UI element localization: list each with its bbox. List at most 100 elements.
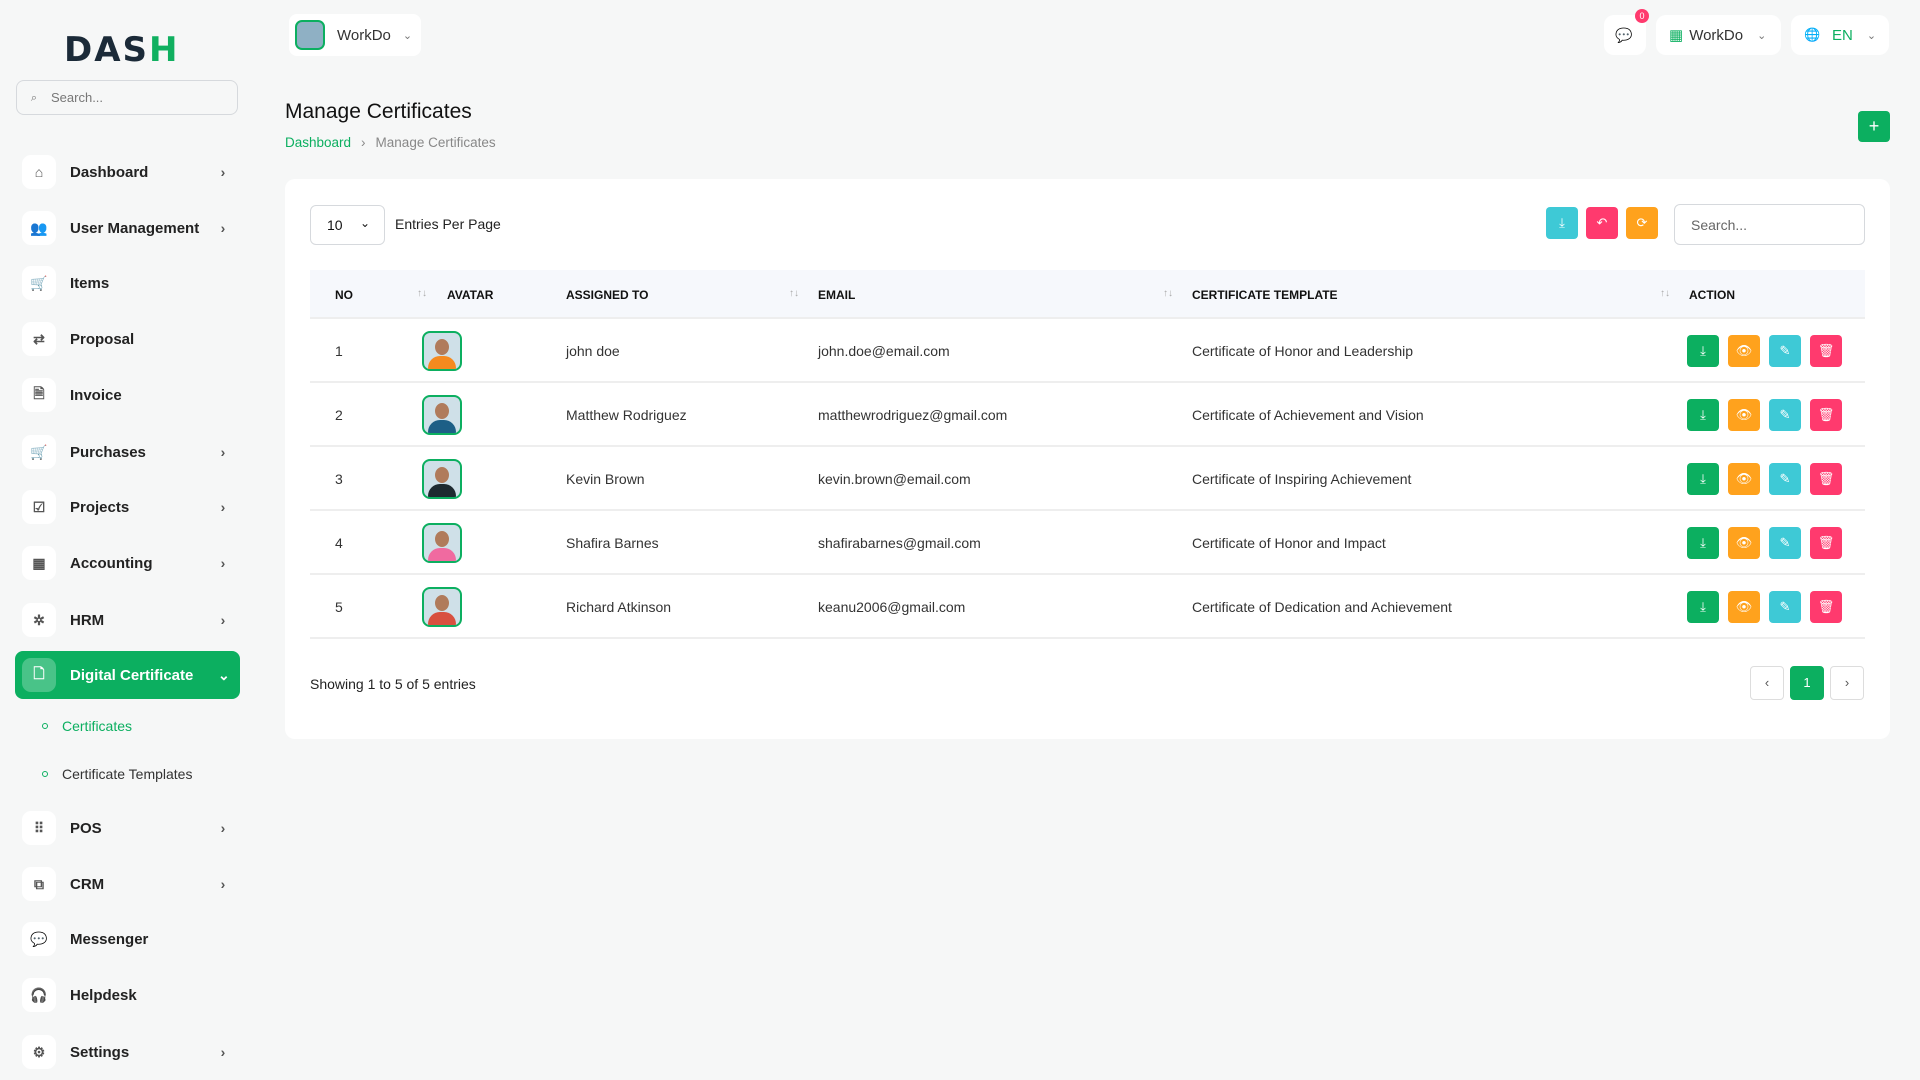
prev-page-button[interactable]: ‹ (1750, 666, 1784, 700)
refresh-button[interactable]: ⟳ (1626, 207, 1658, 239)
chevron-right-icon: › (220, 220, 226, 236)
sidebar-item-proposal[interactable]: ⇄ Proposal (15, 315, 240, 363)
chevron-right-icon: › (361, 135, 366, 150)
sidebar-item-user-management[interactable]: 👥 User Management › (15, 204, 240, 252)
chat-icon: 💬 (22, 922, 56, 956)
sidebar-search-input[interactable]: ⌕ Search... (16, 80, 238, 115)
sort-icon[interactable]: ↑↓ (1163, 288, 1173, 299)
entries-per-page-select[interactable]: 10 ⌄ (310, 205, 385, 245)
table-row: 3 Kevin Brown kevin.brown@email.com Cert… (310, 447, 1865, 511)
pencil-icon: ✎ (1779, 471, 1791, 486)
column-assigned-to[interactable]: ASSIGNED TO (566, 288, 649, 302)
chevron-down-icon: ⌄ (1866, 29, 1877, 42)
cell-email: matthewrodriguez@gmail.com (818, 407, 1008, 423)
edit-button[interactable]: ✎ (1769, 335, 1801, 367)
sidebar-item-dashboard[interactable]: ⌂ Dashboard › (15, 148, 240, 196)
sidebar-item-label: Settings (70, 1043, 130, 1061)
language-switcher[interactable]: 🌐 EN ⌄ (1791, 15, 1889, 55)
headset-icon: 🎧 (22, 978, 56, 1012)
sidebar-item-items[interactable]: 🛒 Items (15, 259, 240, 307)
hrm-icon: ✲ (22, 603, 56, 637)
download-icon: ⤓ (1700, 599, 1706, 614)
checkbox-icon: ☑ (22, 490, 56, 524)
cell-no: 1 (335, 343, 343, 359)
eye-icon: 👁 (1735, 471, 1753, 486)
chat-icon: 💬 (1615, 27, 1633, 43)
sidebar-item-invoice[interactable]: 🗎 Invoice (15, 371, 240, 419)
delete-button[interactable]: 🗑 (1810, 335, 1842, 367)
chevron-down-icon: ⌄ (1757, 29, 1767, 42)
next-page-button[interactable]: › (1830, 666, 1864, 700)
cell-certificate-template: Certificate of Achievement and Vision (1192, 407, 1424, 423)
chevron-down-icon: ⌄ (359, 216, 370, 230)
download-button[interactable]: ⤓ (1687, 399, 1719, 431)
delete-button[interactable]: 🗑 (1810, 591, 1842, 623)
edit-button[interactable]: ✎ (1769, 463, 1801, 495)
sidebar-item-messenger[interactable]: 💬 Messenger (15, 915, 240, 963)
delete-button[interactable]: 🗑 (1810, 463, 1842, 495)
apps-icon: ▦ (1669, 27, 1684, 44)
edit-button[interactable]: ✎ (1769, 527, 1801, 559)
delete-button[interactable]: 🗑 (1810, 399, 1842, 431)
chevron-right-icon: › (220, 1044, 226, 1060)
add-certificate-button[interactable]: + (1858, 111, 1890, 142)
edit-button[interactable]: ✎ (1769, 591, 1801, 623)
column-certificate-template[interactable]: CERTIFICATE TEMPLATE (1192, 288, 1338, 302)
view-button[interactable]: 👁 (1728, 335, 1760, 367)
chevron-right-icon: › (220, 164, 226, 180)
edit-button[interactable]: ✎ (1769, 399, 1801, 431)
eye-icon: 👁 (1735, 407, 1753, 422)
users-icon: 👥 (22, 211, 56, 245)
workspace-switcher[interactable]: WorkDo ⌄ (289, 14, 421, 56)
download-button[interactable]: ⤓ (1687, 591, 1719, 623)
cell-certificate-template: Certificate of Honor and Leadership (1192, 343, 1414, 359)
table-row: 2 Matthew Rodriguez matthewrodriguez@gma… (310, 383, 1865, 447)
view-button[interactable]: 👁 (1728, 399, 1760, 431)
grid-icon: ▦ (22, 546, 56, 580)
sidebar-item-settings[interactable]: ⚙ Settings › (15, 1028, 240, 1076)
sidebar-item-label: Messenger (70, 930, 149, 948)
entries-info: Showing 1 to 5 of 5 entries (310, 676, 476, 692)
sidebar-item-label: CRM (70, 875, 105, 893)
column-email[interactable]: EMAIL (818, 288, 856, 302)
sidebar-item-pos[interactable]: ⠿ POS › (15, 804, 240, 852)
company-switcher[interactable]: ▦ WorkDo ⌄ (1656, 15, 1781, 55)
sort-icon[interactable]: ↑↓ (417, 288, 427, 299)
sidebar-item-crm[interactable]: ⧉ CRM › (15, 860, 240, 908)
cart-icon: 🛒 (22, 435, 56, 469)
download-button[interactable]: ⤓ (1687, 335, 1719, 367)
download-button[interactable]: ⤓ (1687, 463, 1719, 495)
sidebar-item-helpdesk[interactable]: 🎧 Helpdesk (15, 971, 240, 1019)
sidebar-subitem-certificate-templates[interactable]: Certificate Templates (42, 766, 192, 782)
trash-icon: 🗑 (1817, 599, 1835, 614)
sidebar-item-hrm[interactable]: ✲ HRM › (15, 596, 240, 644)
download-icon: ⤓ (1559, 215, 1565, 230)
export-button[interactable]: ⤓ (1546, 207, 1578, 239)
search-icon: ⌕ (30, 92, 38, 104)
trash-icon: 🗑 (1817, 471, 1835, 486)
column-no[interactable]: NO (335, 288, 353, 302)
pencil-icon: ✎ (1779, 343, 1791, 358)
sort-icon[interactable]: ↑↓ (1660, 288, 1670, 299)
sidebar-item-purchases[interactable]: 🛒 Purchases › (15, 428, 240, 476)
cell-email: keanu2006@gmail.com (818, 599, 966, 615)
view-button[interactable]: 👁 (1728, 463, 1760, 495)
sidebar-item-digital-certificate[interactable]: 🗋 Digital Certificate ⌄ (15, 651, 240, 699)
cell-no: 5 (335, 599, 343, 615)
view-button[interactable]: 👁 (1728, 527, 1760, 559)
table-search-input[interactable]: Search... (1674, 204, 1865, 245)
view-button[interactable]: 👁 (1728, 591, 1760, 623)
sidebar-item-accounting[interactable]: ▦ Accounting › (15, 539, 240, 587)
bullet-icon (42, 771, 48, 777)
page-1-button[interactable]: 1 (1790, 666, 1824, 700)
download-button[interactable]: ⤓ (1687, 527, 1719, 559)
delete-button[interactable]: 🗑 (1810, 527, 1842, 559)
breadcrumb-dashboard[interactable]: Dashboard (285, 135, 352, 150)
avatar (422, 395, 462, 435)
sidebar-item-projects[interactable]: ☑ Projects › (15, 483, 240, 531)
messages-button[interactable]: 💬 0 (1604, 9, 1649, 55)
sidebar-subitem-certificates[interactable]: Certificates (42, 718, 132, 734)
undo-button[interactable]: ↶ (1586, 207, 1618, 239)
sort-icon[interactable]: ↑↓ (789, 288, 799, 299)
trash-icon: 🗑 (1817, 535, 1835, 550)
